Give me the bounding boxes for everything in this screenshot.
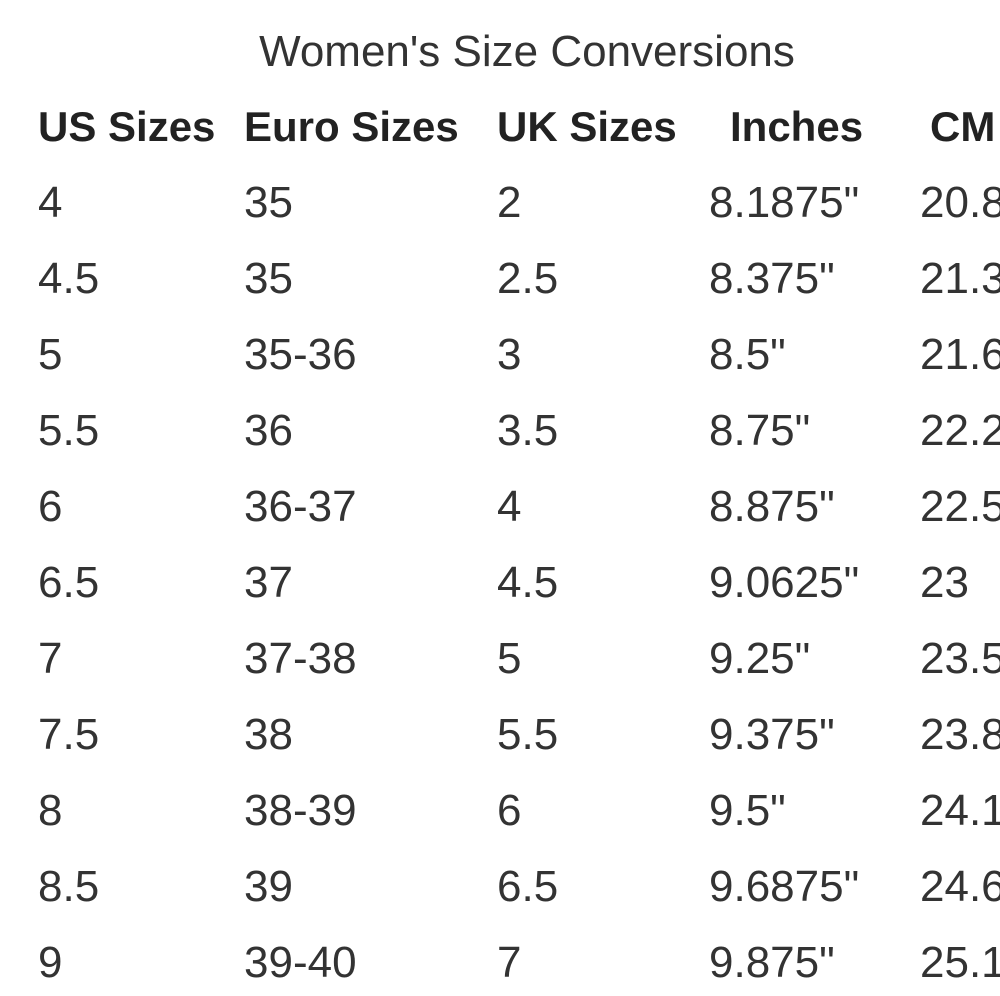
cell: 6 <box>38 482 63 531</box>
cell: 24.6 <box>920 862 1000 911</box>
cell: 38-39 <box>244 786 357 835</box>
cell: 4 <box>38 178 63 227</box>
cell: 5.5 <box>38 406 100 455</box>
cell: 37-38 <box>244 634 357 683</box>
cell: 2 <box>497 178 522 227</box>
cell: 9.6875" <box>709 862 860 911</box>
cell: 4.5 <box>497 558 559 607</box>
cell: 36 <box>244 406 293 455</box>
cell: 7.5 <box>38 710 100 759</box>
cell: 7 <box>497 938 522 987</box>
cell: 9.5" <box>709 786 786 835</box>
column-header: Euro Sizes <box>244 103 459 150</box>
cell: 35 <box>244 178 293 227</box>
cell: 36-37 <box>244 482 357 531</box>
column-header: US Sizes <box>38 103 216 150</box>
cell: 5 <box>38 330 63 379</box>
cell: 8.1875" <box>709 178 860 227</box>
cell: 39 <box>244 862 293 911</box>
cell: 23.8 <box>920 710 1000 759</box>
cell: 23.5 <box>920 634 1000 683</box>
cell: 6 <box>497 786 522 835</box>
column-header: CM <box>930 103 996 150</box>
cell: 8.5 <box>38 862 100 911</box>
cell: 35 <box>244 254 293 303</box>
cell: 3.5 <box>497 406 559 455</box>
cell: 5 <box>497 634 522 683</box>
cell: 8.375" <box>709 254 835 303</box>
cell: 8.75" <box>709 406 811 455</box>
column-header: UK Sizes <box>497 103 677 150</box>
cell: 8.5" <box>709 330 786 379</box>
cell: 4.5 <box>38 254 100 303</box>
cell: 9 <box>38 938 63 987</box>
cell: 22.2 <box>920 406 1000 455</box>
cell: 8 <box>38 786 63 835</box>
cell: 21.6 <box>920 330 1000 379</box>
cell: 5.5 <box>497 710 559 759</box>
cell: 23 <box>920 558 969 607</box>
cell: 39-40 <box>244 938 357 987</box>
cell: 2.5 <box>497 254 559 303</box>
cell: 20.8 <box>920 178 1000 227</box>
cell: 3 <box>497 330 522 379</box>
cell: 22.5 <box>920 482 1000 531</box>
cell: 8.875" <box>709 482 835 531</box>
title: Women's Size Conversions <box>259 27 795 76</box>
cell: 6.5 <box>497 862 559 911</box>
cell: 4 <box>497 482 522 531</box>
cell: 6.5 <box>38 558 100 607</box>
cell: 7 <box>38 634 63 683</box>
cell: 35-36 <box>244 330 357 379</box>
cell: 9.375" <box>709 710 835 759</box>
cell: 25.1 <box>920 938 1000 987</box>
cell: 37 <box>244 558 293 607</box>
cell: 21.3 <box>920 254 1000 303</box>
column-header: Inches <box>730 103 864 150</box>
cell: 24.1 <box>920 786 1000 835</box>
cell: 9.0625" <box>709 558 860 607</box>
cell: 38 <box>244 710 293 759</box>
cell: 9.875" <box>709 938 835 987</box>
cell: 9.25" <box>709 634 811 683</box>
